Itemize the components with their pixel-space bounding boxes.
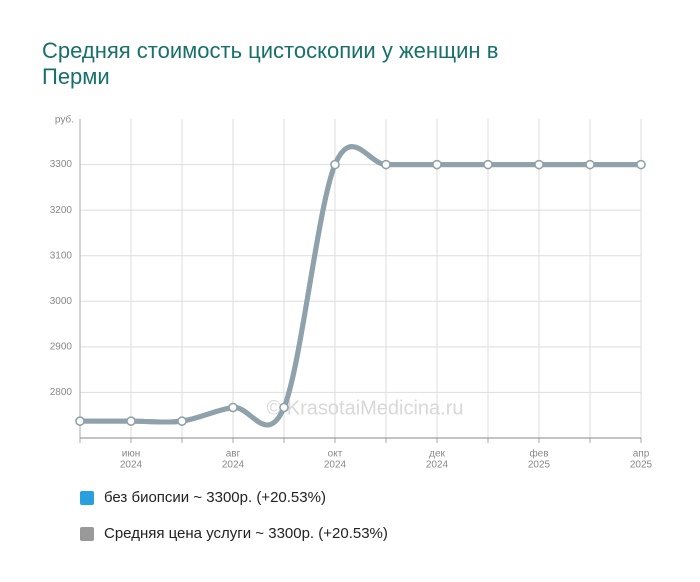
data-point bbox=[330, 159, 340, 170]
y-axis-label: руб. bbox=[55, 114, 74, 126]
data-point bbox=[381, 159, 391, 170]
data-point bbox=[126, 416, 136, 426]
x-tick-label: 2025 bbox=[630, 460, 653, 471]
x-tick-label: 2024 bbox=[222, 460, 245, 471]
data-point bbox=[228, 402, 238, 413]
series-line bbox=[80, 144, 641, 428]
x-tick-label: фев bbox=[529, 448, 548, 460]
x-tick-label: 2024 bbox=[426, 460, 449, 471]
data-point bbox=[585, 159, 595, 170]
series-line bbox=[80, 144, 641, 428]
y-tick-label: 3300 bbox=[50, 159, 73, 170]
data-point bbox=[432, 159, 442, 170]
x-tick-label: 2024 bbox=[120, 460, 143, 471]
legend-label: Средняя цена услуги ~ 3300р. (+20.53%) bbox=[104, 525, 388, 542]
legend-label: без биопсии ~ 3300р. (+20.53%) bbox=[104, 489, 326, 506]
chart-title: Средняя стоимость цистоскопии у женщин в… bbox=[42, 38, 499, 89]
y-tick-label: 2800 bbox=[50, 387, 73, 398]
x-tick-label: июн bbox=[122, 449, 141, 460]
x-tick-label: авг bbox=[226, 449, 241, 460]
x-tick-label: дек bbox=[429, 449, 445, 460]
data-point bbox=[75, 416, 85, 426]
legend-swatch bbox=[80, 491, 94, 505]
data-point bbox=[279, 402, 289, 413]
x-tick-label: апр bbox=[633, 449, 650, 460]
x-tick-label: 2024 bbox=[324, 460, 347, 471]
legend-swatch bbox=[80, 527, 94, 541]
y-tick-label: 2900 bbox=[50, 341, 73, 352]
x-tick-label: 2025 bbox=[528, 460, 551, 471]
y-tick-label: 3100 bbox=[50, 250, 73, 261]
y-tick-label: 3200 bbox=[50, 205, 73, 216]
data-point bbox=[636, 159, 646, 170]
data-point bbox=[483, 159, 493, 170]
data-point bbox=[177, 416, 187, 426]
x-tick-label: окт bbox=[328, 449, 343, 460]
watermark: © KrasotaiMedicina.ru bbox=[266, 397, 463, 419]
data-point bbox=[534, 159, 544, 170]
y-tick-label: 3000 bbox=[50, 296, 73, 307]
